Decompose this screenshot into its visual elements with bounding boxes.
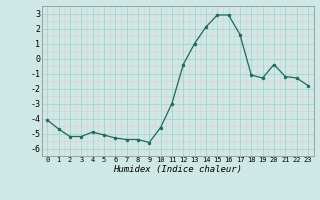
X-axis label: Humidex (Indice chaleur): Humidex (Indice chaleur): [113, 165, 242, 174]
